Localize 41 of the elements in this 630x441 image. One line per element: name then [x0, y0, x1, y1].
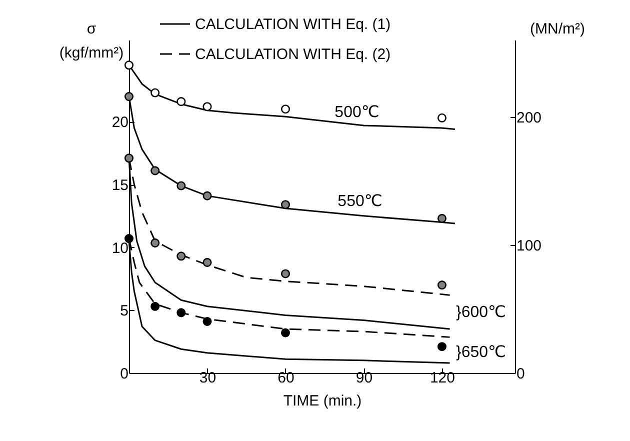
point [124, 154, 134, 163]
annotation: }650℃ [456, 344, 506, 361]
y-tick-label: 20 [112, 114, 128, 132]
y2-tick-label: 100 [516, 237, 542, 254]
point [280, 328, 290, 338]
point [150, 302, 160, 311]
point [124, 92, 134, 102]
y2-axis-title: (MN/m²) [530, 20, 585, 38]
y-tick-label: 0 [120, 366, 128, 382]
point [176, 308, 186, 318]
legend-label: CALCULATION WITH Eq. (1) [195, 16, 391, 33]
y-tick-label: 15 [112, 177, 128, 194]
point [437, 342, 446, 352]
point [437, 280, 446, 290]
annotation: 500℃ [334, 104, 380, 121]
y-tick-label: 5 [120, 302, 128, 320]
point [150, 166, 160, 176]
annotation: }600℃ [456, 304, 506, 321]
point [202, 258, 212, 267]
annotation: 550℃ [338, 193, 382, 210]
point [150, 88, 160, 98]
point [150, 238, 160, 248]
point [176, 181, 186, 190]
point [124, 60, 134, 70]
point [124, 234, 134, 244]
point [202, 191, 212, 200]
point [437, 113, 446, 122]
point [176, 97, 186, 106]
point [280, 104, 290, 114]
y2-tick-label: 0 [516, 366, 525, 382]
legend-label: CALCULATION WITH Eq. (2) [195, 46, 391, 63]
y-tick-label: 10 [112, 240, 128, 257]
y-axis-title: σ (kgf/mm²) [59, 20, 124, 62]
x-axis-title: TIME (min.) [283, 392, 362, 410]
point [176, 252, 186, 261]
point [437, 214, 446, 223]
point [280, 269, 290, 278]
y2-tick-label: 200 [516, 109, 542, 126]
point [202, 316, 212, 326]
point [202, 102, 212, 112]
point [280, 200, 290, 210]
